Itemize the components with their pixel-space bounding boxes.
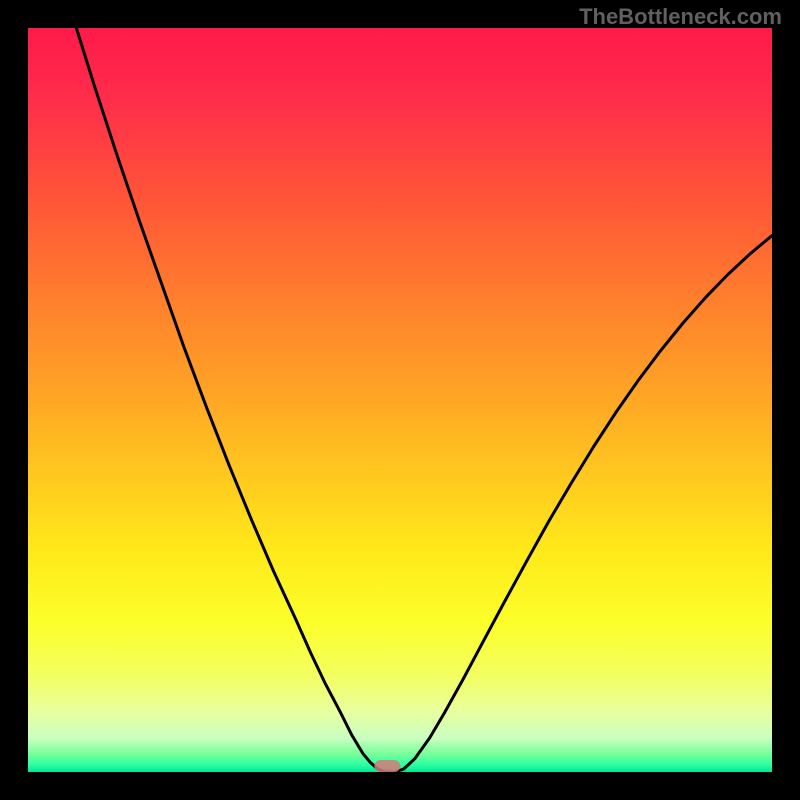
plot-background <box>28 28 772 772</box>
watermark-text: TheBottleneck.com <box>579 4 782 30</box>
optimal-marker <box>374 760 400 772</box>
chart-container: TheBottleneck.com <box>0 0 800 800</box>
bottleneck-chart <box>0 0 800 800</box>
